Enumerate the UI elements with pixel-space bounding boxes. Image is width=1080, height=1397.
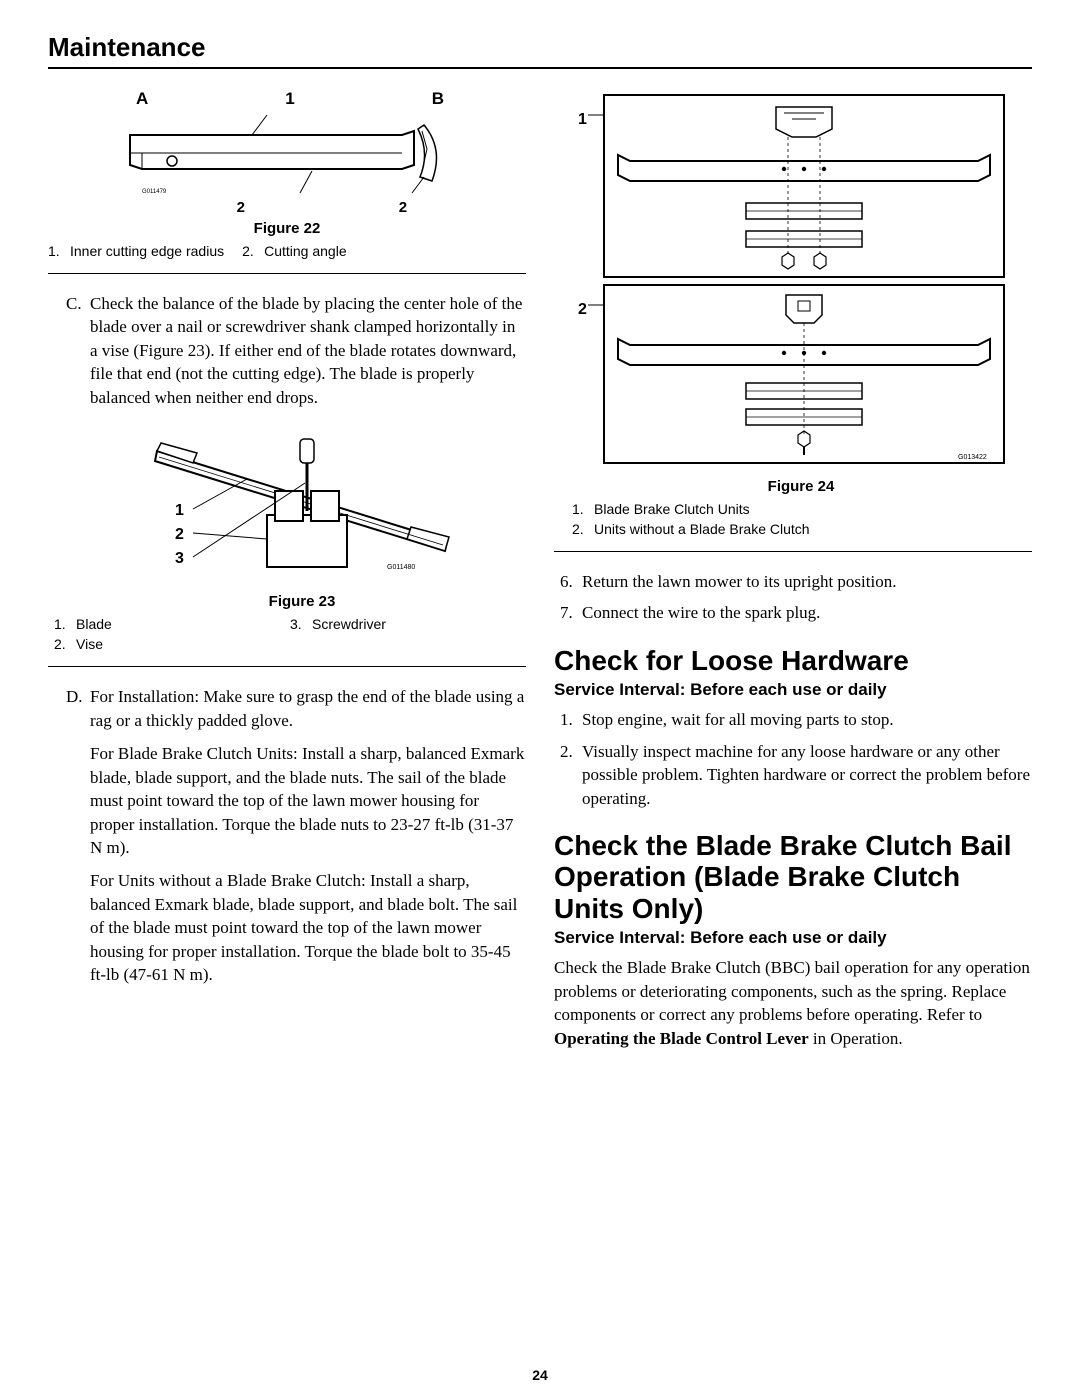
step-D-lead: For Installation: Make sure to grasp the… bbox=[90, 687, 524, 729]
fig24-caption: Figure 24 bbox=[570, 478, 1032, 495]
step-C-marker: C. bbox=[66, 292, 82, 315]
page-number: 24 bbox=[0, 1367, 1080, 1383]
heading-loose-hardware: Check for Loose Hardware bbox=[554, 645, 1032, 676]
fig23-l2t: Vise bbox=[76, 636, 103, 652]
bbc-subtitle: Service Interval: Before each use or dai… bbox=[554, 928, 1032, 948]
fig22-label-A: A bbox=[136, 89, 148, 109]
fig23-l2n: 2. bbox=[54, 636, 68, 652]
step-D: D. For Installation: Make sure to grasp … bbox=[90, 685, 526, 732]
bbc-para: Check the Blade Brake Clutch (BBC) bail … bbox=[554, 956, 1032, 1050]
figure-24: 1 2 bbox=[570, 89, 1032, 495]
loose-s1-n: 1. bbox=[560, 708, 573, 731]
fig23-l3t: Screwdriver bbox=[312, 616, 386, 632]
step-7: 7.Connect the wire to the spark plug. bbox=[582, 601, 1032, 624]
fig22-legend-2n: 2. bbox=[242, 243, 256, 259]
fig22-label-1: 1 bbox=[285, 89, 294, 109]
fig23-legend: 1. Blade 2. Vise 3. Screwdriver bbox=[54, 616, 526, 652]
loose-subtitle: Service Interval: Before each use or dai… bbox=[554, 680, 1032, 700]
step-C-text: Check the balance of the blade by placin… bbox=[90, 294, 522, 407]
step-C: C. Check the balance of the blade by pla… bbox=[90, 292, 526, 409]
svg-text:3: 3 bbox=[175, 550, 184, 567]
fig24-l2t: Units without a Blade Brake Clutch bbox=[594, 521, 810, 537]
fig22-svg: G011479 bbox=[122, 109, 452, 199]
right-column: 1 2 bbox=[554, 89, 1032, 1056]
loose-step-1: 1.Stop engine, wait for all moving parts… bbox=[582, 708, 1032, 731]
section-title: Maintenance bbox=[48, 32, 1032, 69]
bbc-para-bold: Operating the Blade Control Lever bbox=[554, 1029, 809, 1048]
fig22-caption: Figure 22 bbox=[122, 220, 452, 237]
heading-bbc: Check the Blade Brake Clutch Bail Operat… bbox=[554, 830, 1032, 924]
fig23-l3n: 3. bbox=[290, 616, 304, 632]
fig23-l1n: 1. bbox=[54, 616, 68, 632]
step-7-t: Connect the wire to the spark plug. bbox=[582, 603, 820, 622]
fig22-label-B: B bbox=[432, 89, 444, 109]
bbc-para-a: Check the Blade Brake Clutch (BBC) bail … bbox=[554, 958, 1030, 1024]
step-7-n: 7. bbox=[560, 601, 573, 624]
fig24-num1: 1 bbox=[578, 111, 587, 129]
step-D-p2: For Blade Brake Clutch Units: Install a … bbox=[90, 742, 526, 859]
fig23-l1t: Blade bbox=[76, 616, 112, 632]
fig23-caption: Figure 23 bbox=[78, 593, 526, 610]
fig24-svg: G013422 bbox=[570, 89, 1010, 469]
svg-text:1: 1 bbox=[175, 502, 184, 519]
step-D-p3: For Units without a Blade Brake Clutch: … bbox=[90, 869, 526, 986]
figure-23: 1 2 3 G011480 Figure 23 bbox=[78, 419, 526, 610]
fig22-legend-1t: Inner cutting edge radius bbox=[70, 243, 224, 259]
step-6: 6.Return the lawn mower to its upright p… bbox=[582, 570, 1032, 593]
loose-s2-t: Visually inspect machine for any loose h… bbox=[582, 742, 1030, 808]
svg-text:2: 2 bbox=[175, 526, 184, 543]
left-column: A 1 B G011479 bbox=[48, 89, 526, 1056]
fig24-l2n: 2. bbox=[572, 521, 586, 537]
two-column-layout: A 1 B G011479 bbox=[48, 89, 1032, 1056]
loose-s2-n: 2. bbox=[560, 740, 573, 763]
fig24-num2: 2 bbox=[578, 301, 587, 319]
fig22-partcode: G011479 bbox=[142, 189, 167, 195]
divider bbox=[48, 273, 526, 274]
svg-text:G011480: G011480 bbox=[387, 564, 415, 571]
fig23-svg: 1 2 3 G011480 bbox=[137, 419, 467, 589]
loose-step-2: 2.Visually inspect machine for any loose… bbox=[582, 740, 1032, 810]
fig24-legend: 1. Blade Brake Clutch Units 2. Units witho… bbox=[572, 501, 1032, 537]
step-6-t: Return the lawn mower to its upright pos… bbox=[582, 572, 896, 591]
fig22-label-2a: 2 bbox=[153, 199, 285, 216]
fig22-label-2b: 2 bbox=[289, 199, 421, 216]
fig24-l1t: Blade Brake Clutch Units bbox=[594, 501, 750, 517]
fig22-legend-1n: 1. bbox=[48, 243, 62, 259]
divider bbox=[48, 666, 526, 667]
step-6-n: 6. bbox=[560, 570, 573, 593]
fig24-l1n: 1. bbox=[572, 501, 586, 517]
divider bbox=[554, 551, 1032, 552]
figure-22: A 1 B G011479 bbox=[122, 89, 452, 237]
step-D-marker: D. bbox=[66, 685, 83, 708]
fig22-legend: 1. Inner cutting edge radius 2. Cutting an… bbox=[48, 243, 526, 259]
fig22-legend-2t: Cutting angle bbox=[264, 243, 347, 259]
svg-text:G013422: G013422 bbox=[958, 454, 987, 461]
bbc-para-b: in Operation. bbox=[809, 1029, 903, 1048]
loose-s1-t: Stop engine, wait for all moving parts t… bbox=[582, 710, 894, 729]
